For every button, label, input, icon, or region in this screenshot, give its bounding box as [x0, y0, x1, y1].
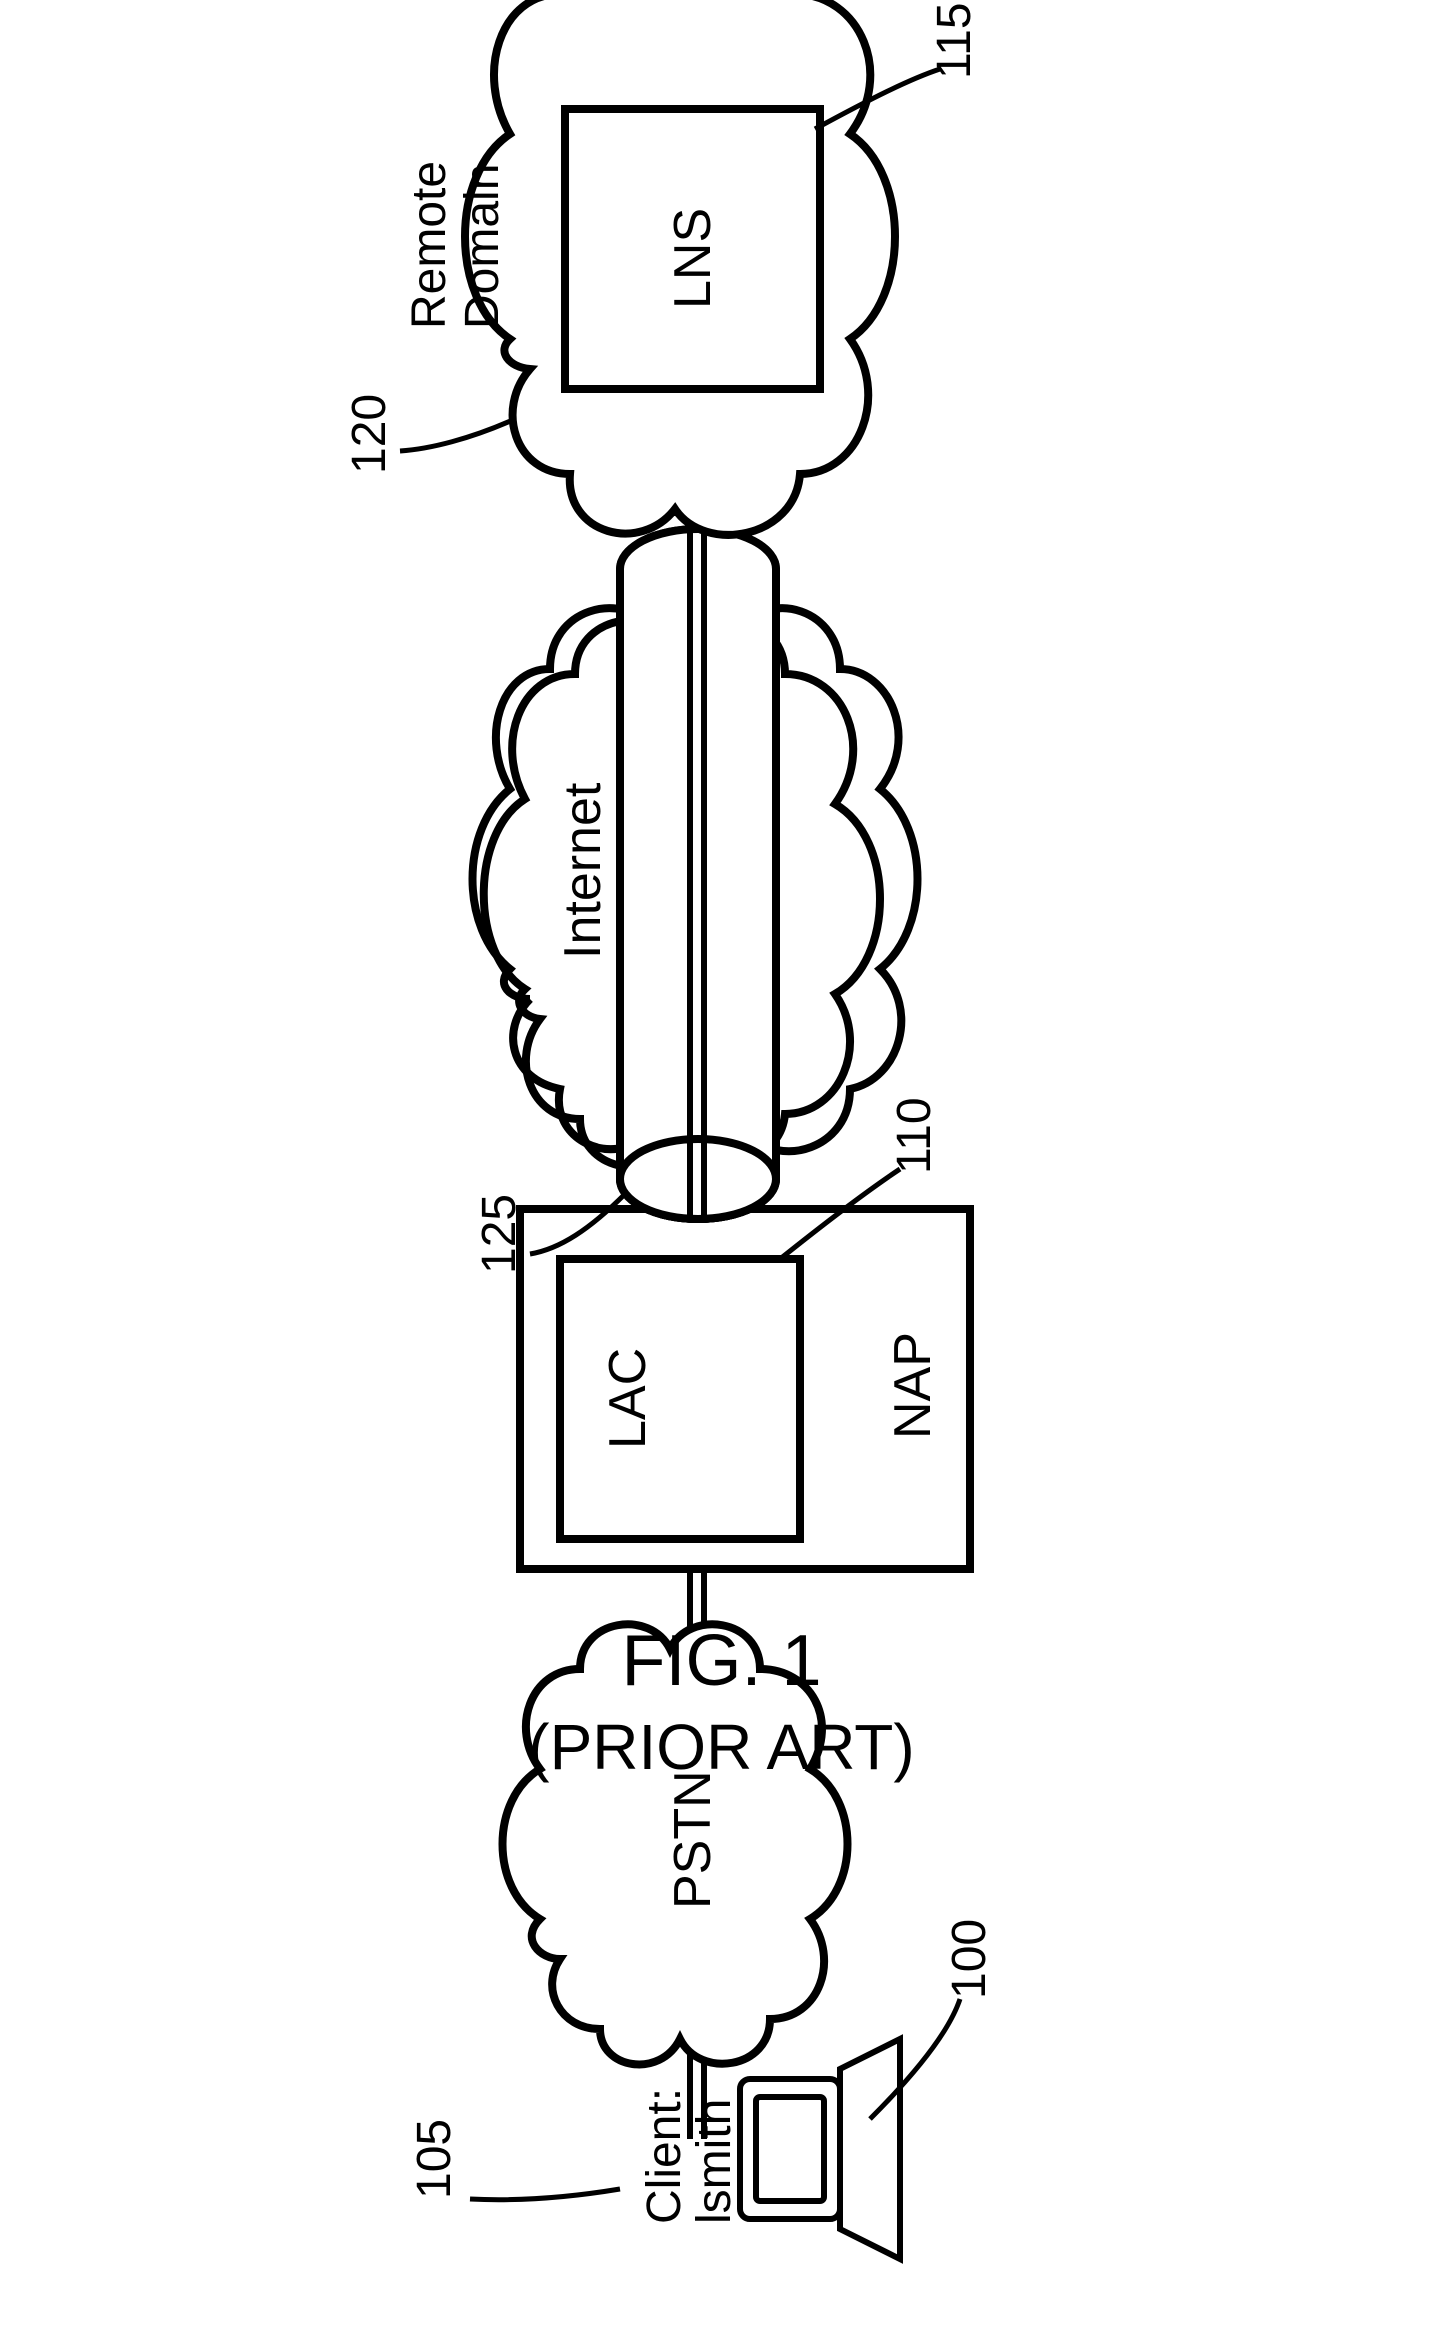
svg-text:lsmith: lsmith	[688, 2099, 741, 2224]
svg-text:110: 110	[888, 1097, 941, 1174]
caption-line2: (PRIOR ART)	[0, 1710, 1443, 1784]
figure-caption: FIG. 1 (PRIOR ART)	[0, 1620, 1443, 1784]
svg-text:Internet: Internet	[554, 782, 612, 959]
svg-text:105: 105	[408, 2119, 461, 2199]
leader-120	[400, 419, 515, 451]
svg-text:LNS: LNS	[664, 208, 722, 309]
svg-text:125: 125	[473, 1194, 526, 1274]
tunnel-cylinder-top	[620, 529, 776, 1219]
lac-box	[560, 1259, 800, 1539]
svg-text:Remote: Remote	[403, 161, 456, 329]
svg-text:120: 120	[343, 394, 396, 474]
svg-text:LAC: LAC	[599, 1348, 657, 1449]
svg-text:Domain: Domain	[456, 164, 509, 329]
figure-canvas: 105 Client: lsmith 100 PSTN LAC NAP 110 …	[0, 0, 1443, 2329]
svg-text:Client:: Client:	[638, 2088, 691, 2224]
caption-line1: FIG. 1	[0, 1620, 1443, 1702]
leader-105	[470, 2189, 620, 2200]
client-laptop	[740, 2039, 900, 2259]
svg-text:100: 100	[943, 1919, 996, 1999]
svg-text:115: 115	[928, 2, 981, 79]
svg-text:PSTN: PSTN	[664, 1770, 722, 1909]
svg-text:NAP: NAP	[884, 1332, 942, 1439]
